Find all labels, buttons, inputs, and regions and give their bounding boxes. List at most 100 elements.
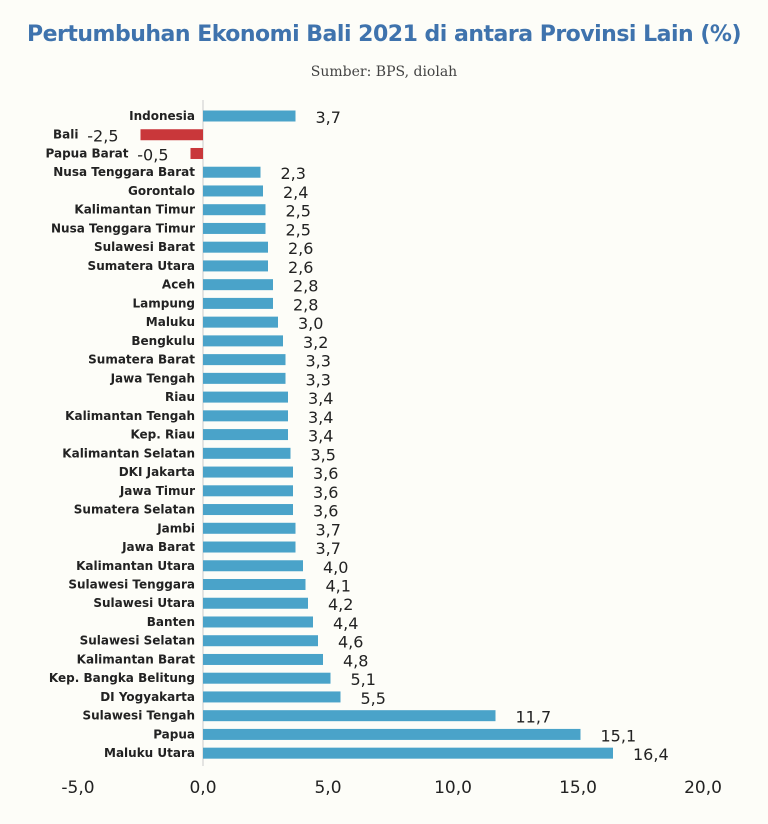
bar xyxy=(203,747,613,759)
category-label: Sulawesi Barat xyxy=(94,240,195,254)
bar xyxy=(203,579,306,590)
bar xyxy=(203,541,296,553)
category-label: Nusa Tenggara Barat xyxy=(53,165,195,179)
value-label: 3,7 xyxy=(316,539,341,558)
value-label: 16,4 xyxy=(633,745,669,764)
value-label: 2,8 xyxy=(293,295,318,314)
bar xyxy=(203,166,261,178)
value-label: 4,4 xyxy=(333,614,358,633)
value-label: 15,1 xyxy=(601,726,637,745)
category-label: Papua Barat xyxy=(46,146,129,160)
bar xyxy=(203,204,266,216)
category-label: Nusa Tenggara Timur xyxy=(51,221,195,235)
bar xyxy=(203,297,273,309)
bar xyxy=(203,372,286,384)
category-label: Sumatera Selatan xyxy=(74,503,195,517)
bar xyxy=(203,522,296,534)
bar xyxy=(203,485,293,497)
value-label: 3,4 xyxy=(308,389,333,408)
value-label: 2,6 xyxy=(288,239,313,258)
value-label: 2,6 xyxy=(288,258,313,277)
value-label: 2,4 xyxy=(283,183,308,202)
value-label: 2,8 xyxy=(293,277,318,296)
chart-subtitle: Sumber: BPS, diolah xyxy=(310,64,458,80)
category-label: Kalimantan Timur xyxy=(74,203,195,217)
bar xyxy=(203,335,283,347)
bar xyxy=(203,691,341,703)
category-label: Jawa Tengah xyxy=(110,371,195,385)
value-label: 4,8 xyxy=(343,651,368,670)
bar xyxy=(203,391,288,403)
category-label: Jawa Timur xyxy=(119,484,195,498)
chart-title: Pertumbuhan Ekonomi Bali 2021 di antara … xyxy=(26,22,742,47)
category-label: Maluku xyxy=(146,315,195,329)
value-label: 4,0 xyxy=(323,558,348,577)
bar xyxy=(203,354,286,366)
bar xyxy=(203,616,313,628)
bar xyxy=(140,129,203,141)
bar xyxy=(203,429,288,441)
category-label: Riau xyxy=(165,390,195,404)
category-label: Kep. Riau xyxy=(130,428,195,442)
category-label: Lampung xyxy=(132,296,195,310)
value-label: 3,2 xyxy=(303,333,328,352)
category-label: Kalimantan Barat xyxy=(77,652,196,666)
value-label: 3,5 xyxy=(311,445,336,464)
value-label: 3,3 xyxy=(306,370,331,389)
bar xyxy=(203,241,268,253)
x-tick-label: -5,0 xyxy=(61,778,94,798)
value-label: -0,5 xyxy=(137,145,168,164)
bar xyxy=(203,597,308,609)
category-label: Jambi xyxy=(156,521,195,535)
value-label: 3,0 xyxy=(298,314,323,333)
bar xyxy=(203,279,273,291)
bar xyxy=(190,147,203,159)
category-label: Sulawesi Tenggara xyxy=(68,578,195,592)
category-label: DKI Jakarta xyxy=(119,465,195,479)
x-tick-label: 20,0 xyxy=(684,778,722,798)
category-label: Sumatera Utara xyxy=(88,259,195,273)
value-label: 4,1 xyxy=(326,577,351,596)
bar xyxy=(203,672,331,684)
value-label: 3,3 xyxy=(306,352,331,371)
value-label: 3,7 xyxy=(316,520,341,539)
category-label: Bengkulu xyxy=(131,334,195,348)
bar xyxy=(203,728,581,740)
value-label: 3,7 xyxy=(316,108,341,127)
bar xyxy=(203,185,263,197)
category-label: Kep. Bangka Belitung xyxy=(49,671,195,685)
category-label: Gorontalo xyxy=(128,184,195,198)
bar xyxy=(203,110,296,122)
value-label: 3,6 xyxy=(313,502,338,521)
category-label: Sulawesi Utara xyxy=(93,596,195,610)
value-label: 3,6 xyxy=(313,464,338,483)
category-label: Maluku Utara xyxy=(104,746,195,760)
bar xyxy=(203,316,278,328)
value-label: 2,5 xyxy=(286,202,311,221)
category-label: Jawa Barat xyxy=(121,540,195,554)
value-label: 2,3 xyxy=(281,164,306,183)
category-label: Banten xyxy=(147,615,195,629)
value-label: 4,2 xyxy=(328,595,353,614)
category-label: Indonesia xyxy=(129,109,195,123)
bar xyxy=(203,504,293,516)
bar xyxy=(203,447,291,459)
value-label: -2,5 xyxy=(87,127,118,146)
x-tick-label: 5,0 xyxy=(314,778,341,798)
value-label: 11,7 xyxy=(516,708,552,727)
value-label: 4,6 xyxy=(338,633,363,652)
x-tick-label: 15,0 xyxy=(559,778,597,798)
category-label: Sulawesi Selatan xyxy=(80,634,195,648)
bar xyxy=(203,635,318,647)
value-label: 5,1 xyxy=(351,670,376,689)
category-label: Papua xyxy=(153,727,195,741)
bar xyxy=(203,260,268,272)
value-label: 3,4 xyxy=(308,427,333,446)
category-label: Sumatera Barat xyxy=(88,353,195,367)
category-label: Sulawesi Tengah xyxy=(82,709,195,723)
category-label: Bali xyxy=(53,128,78,142)
bar xyxy=(203,710,496,722)
bar xyxy=(203,410,288,422)
category-label: DI Yogyakarta xyxy=(100,690,195,704)
